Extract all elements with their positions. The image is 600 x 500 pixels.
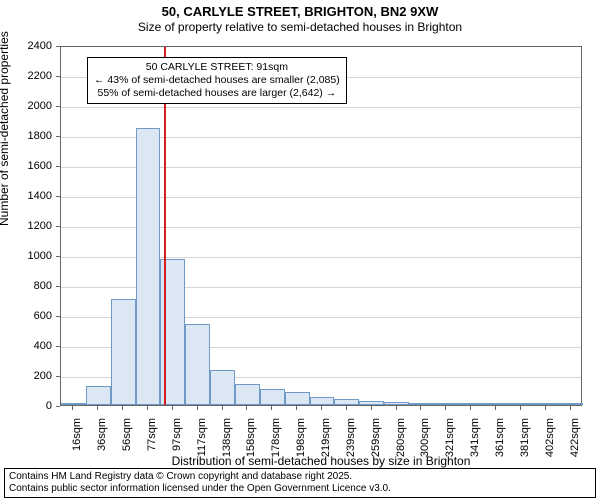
footer-line2: Contains public sector information licen… (9, 483, 591, 495)
x-tick-mark (296, 406, 297, 410)
x-tick-label: 198sqm (295, 418, 307, 457)
x-tick-mark (246, 406, 247, 410)
x-tick-label: 300sqm (419, 418, 431, 457)
x-tick-mark (420, 406, 421, 410)
footer-attribution: Contains HM Land Registry data © Crown c… (4, 468, 596, 498)
x-tick-label: 239sqm (345, 418, 357, 457)
histogram-bar (359, 401, 384, 405)
title-line2: Size of property relative to semi-detach… (0, 20, 600, 34)
histogram-bar (558, 403, 583, 405)
x-tick-mark (445, 406, 446, 410)
title-line1: 50, CARLYLE STREET, BRIGHTON, BN2 9XW (0, 4, 600, 19)
chart-title-block: 50, CARLYLE STREET, BRIGHTON, BN2 9XW Si… (0, 0, 600, 34)
y-tick-label: 1800 (28, 130, 52, 142)
x-tick-mark (495, 406, 496, 410)
x-tick-mark (271, 406, 272, 410)
x-tick-label: 259sqm (370, 418, 382, 457)
x-tick-label: 280sqm (395, 418, 407, 457)
x-tick-mark (570, 406, 571, 410)
x-tick-label: 158sqm (245, 418, 257, 457)
histogram-bar (111, 299, 136, 406)
x-tick-label: 341sqm (469, 418, 481, 457)
x-tick-label: 138sqm (221, 418, 233, 457)
x-tick-mark (197, 406, 198, 410)
histogram-bar (235, 384, 260, 405)
y-tick-label: 400 (34, 340, 52, 352)
y-tick-label: 0 (46, 400, 52, 412)
histogram-bar (260, 389, 285, 405)
x-axis-title: Distribution of semi-detached houses by … (60, 454, 582, 468)
x-tick-mark (396, 406, 397, 410)
annotation-line2: ← 43% of semi-detached houses are smalle… (94, 74, 340, 87)
x-tick-mark (97, 406, 98, 410)
annotation-line3: 55% of semi-detached houses are larger (… (94, 87, 340, 100)
y-tick-label: 2400 (28, 40, 52, 52)
x-tick-mark (172, 406, 173, 410)
histogram-bar (533, 403, 558, 405)
histogram-bar (61, 403, 86, 405)
x-tick-mark (222, 406, 223, 410)
chart-plot-area: 50 CARLYLE STREET: 91sqm ← 43% of semi-d… (60, 46, 582, 406)
x-tick-label: 117sqm (196, 418, 208, 456)
histogram-bar (136, 128, 161, 406)
histogram-bar (459, 403, 484, 405)
x-tick-mark (147, 406, 148, 410)
x-tick-label: 219sqm (320, 418, 332, 457)
x-tick-label: 422sqm (569, 418, 581, 457)
histogram-bar (409, 403, 434, 405)
histogram-bar (86, 386, 111, 406)
x-tick-mark (371, 406, 372, 410)
histogram-bar (210, 370, 235, 405)
x-tick-label: 36sqm (96, 418, 108, 451)
x-tick-label: 321sqm (444, 418, 456, 457)
x-tick-label: 178sqm (270, 418, 282, 457)
x-tick-mark (72, 406, 73, 410)
x-tick-label: 361sqm (494, 418, 506, 457)
x-tick-label: 56sqm (121, 418, 133, 451)
histogram-bar (310, 397, 335, 405)
histogram-bar (334, 399, 359, 405)
annotation-line1: 50 CARLYLE STREET: 91sqm (94, 61, 340, 74)
x-tick-mark (122, 406, 123, 410)
x-tick-label: 402sqm (544, 418, 556, 457)
histogram-bar (285, 392, 310, 405)
y-tick-label: 1400 (28, 190, 52, 202)
annotation-box: 50 CARLYLE STREET: 91sqm ← 43% of semi-d… (87, 57, 347, 104)
histogram-bar (508, 403, 533, 405)
histogram-bar (185, 324, 210, 405)
y-tick-label: 600 (34, 310, 52, 322)
y-tick-label: 1600 (28, 160, 52, 172)
x-tick-mark (520, 406, 521, 410)
y-axis-ticks: 0200400600800100012001400160018002000220… (0, 46, 56, 406)
histogram-bar (384, 402, 409, 405)
y-tick-label: 2200 (28, 70, 52, 82)
x-tick-mark (346, 406, 347, 410)
x-tick-mark (470, 406, 471, 410)
y-tick-label: 800 (34, 280, 52, 292)
y-tick-label: 1000 (28, 250, 52, 262)
x-tick-label: 97sqm (171, 418, 183, 451)
y-tick-label: 1200 (28, 220, 52, 232)
x-tick-label: 77sqm (146, 418, 158, 451)
y-tick-label: 2000 (28, 100, 52, 112)
x-tick-mark (545, 406, 546, 410)
histogram-bar (484, 403, 509, 405)
footer-line1: Contains HM Land Registry data © Crown c… (9, 471, 591, 483)
y-tick-label: 200 (34, 370, 52, 382)
x-tick-label: 16sqm (71, 418, 83, 451)
x-axis-ticks: 16sqm 36sqm 56sqm 77sqm 97sqm 117sqm 138sqm 158… (60, 406, 582, 460)
histogram-bar (434, 403, 459, 405)
x-tick-label: 381sqm (519, 418, 531, 457)
x-tick-mark (321, 406, 322, 410)
